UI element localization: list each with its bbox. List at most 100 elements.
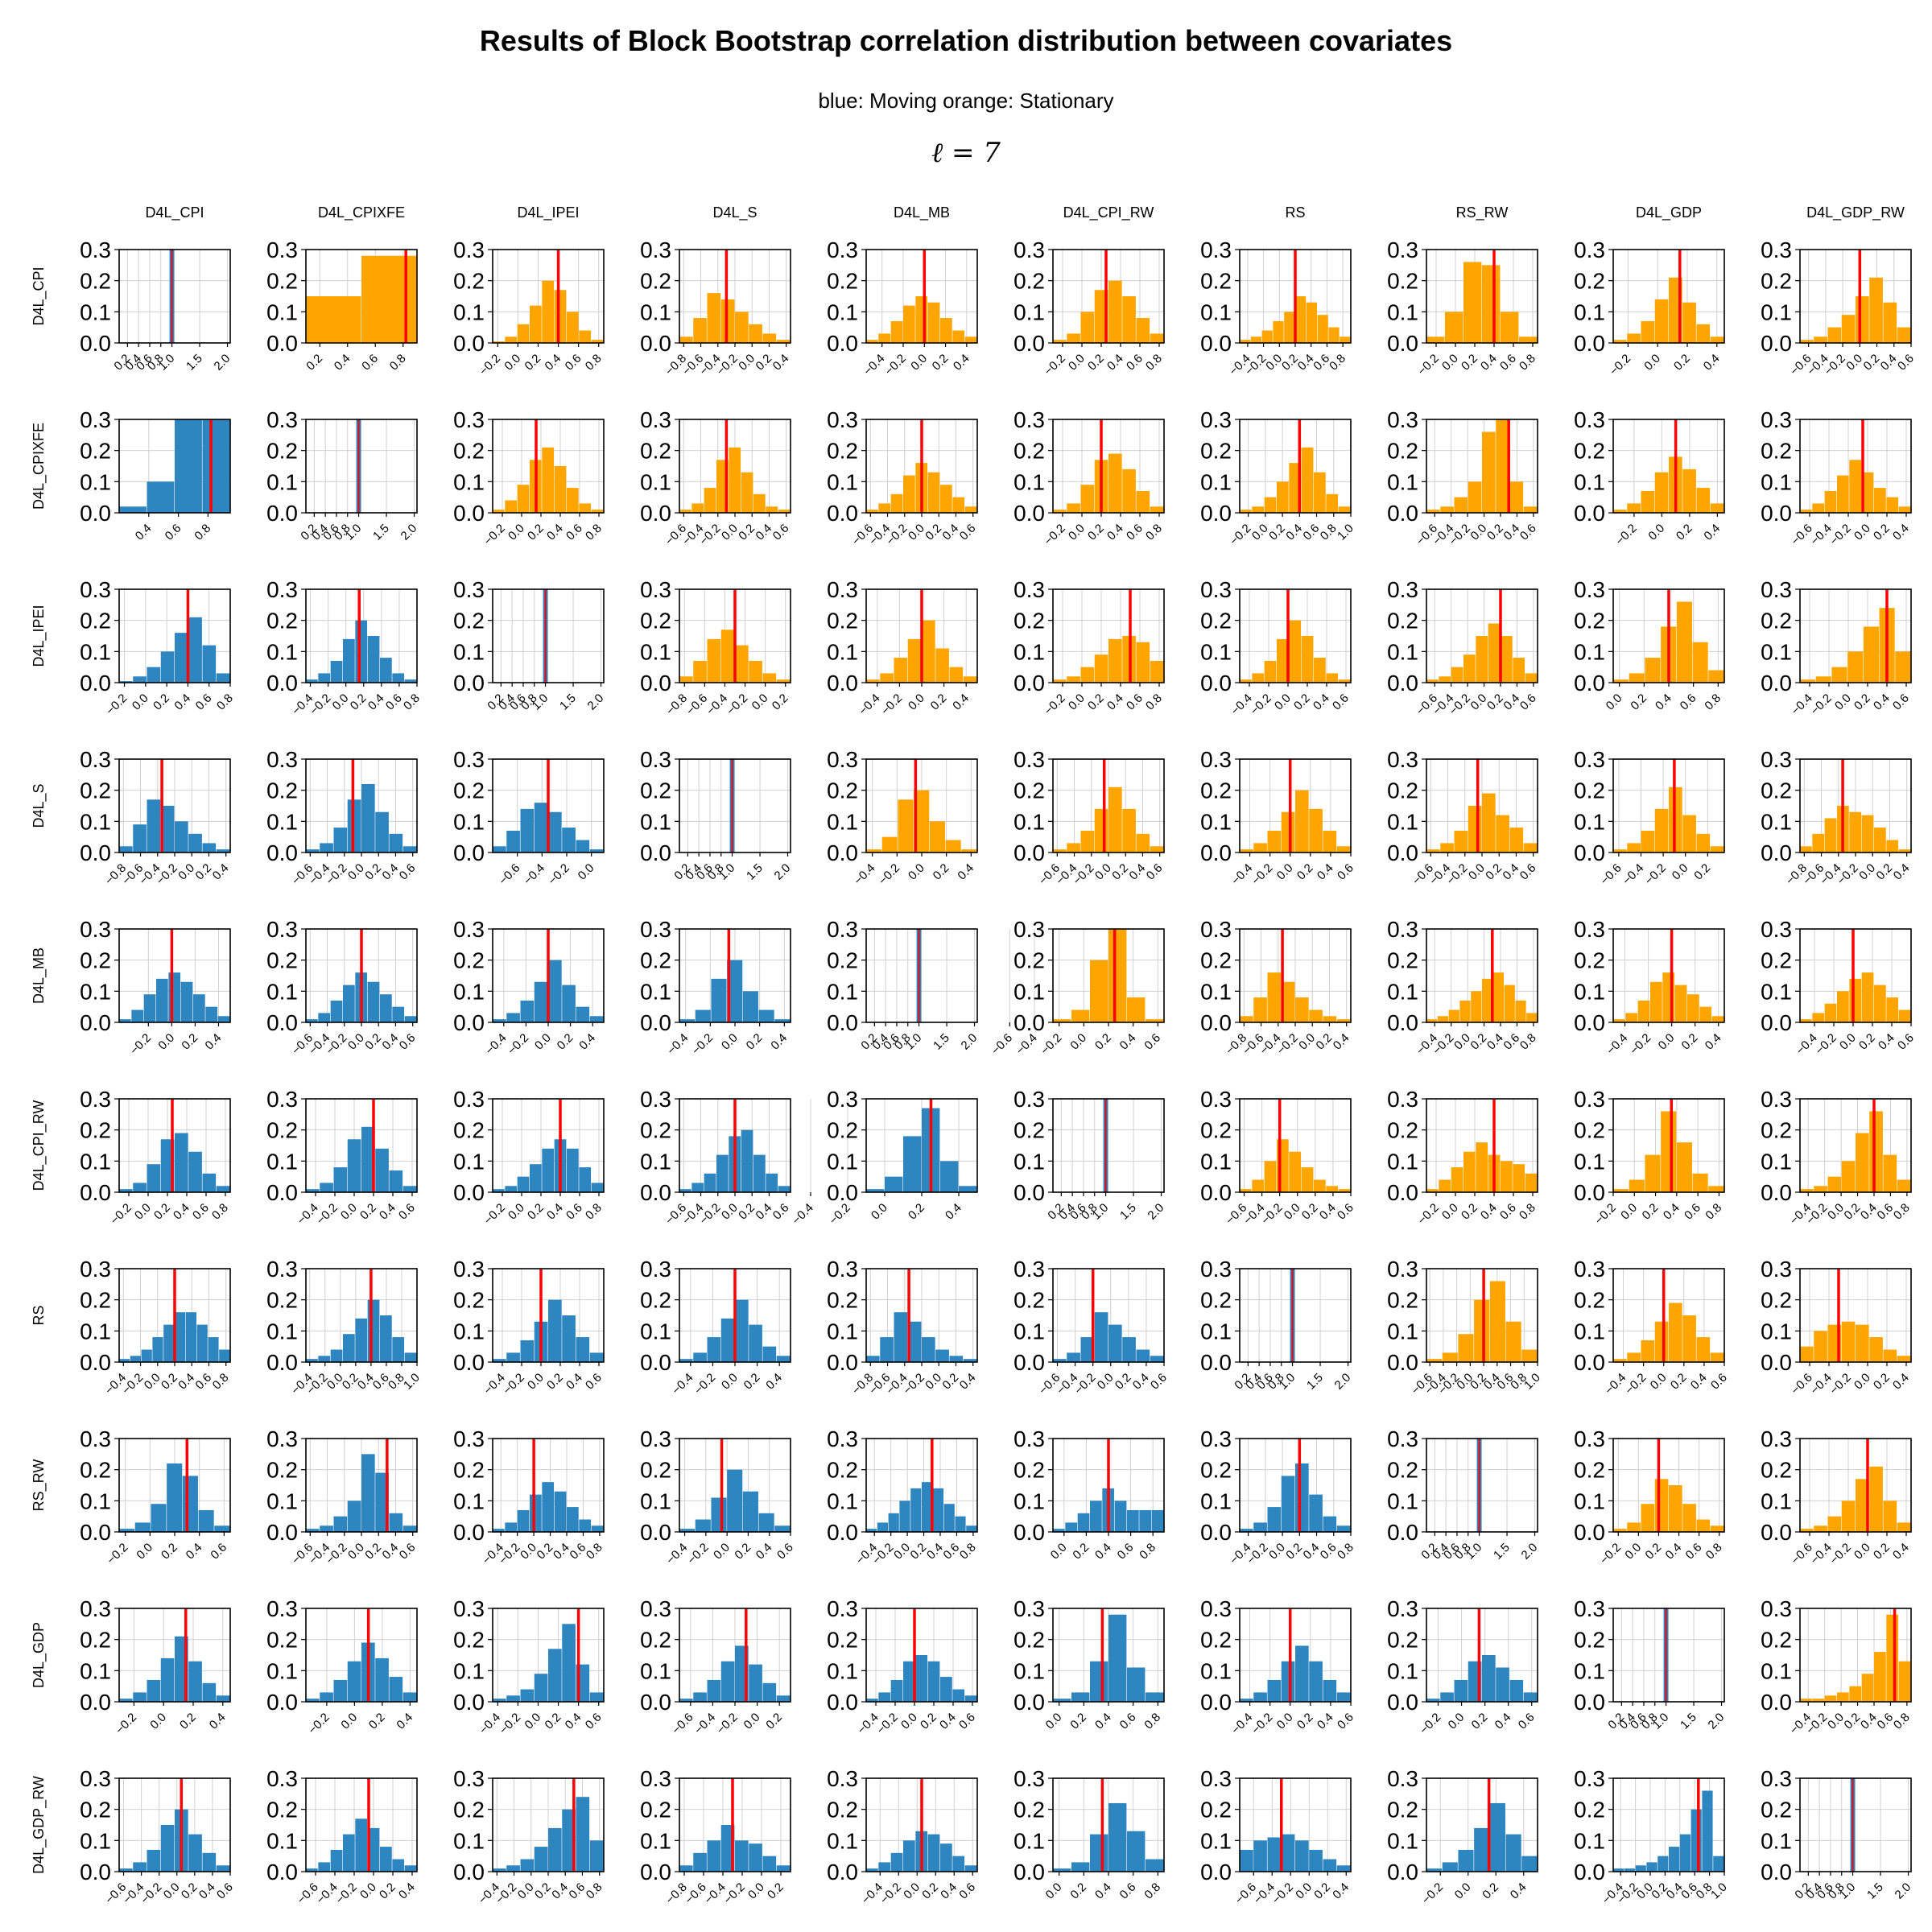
x-tick-label: −0.2 (882, 352, 909, 378)
y-tick-label: 0.0 (80, 1520, 111, 1545)
y-tick-label: 0.3 (80, 1257, 111, 1282)
x-tick-label: 0.2 (1640, 1201, 1662, 1223)
histogram-bar (1094, 808, 1108, 852)
x-tick-label: 0.0 (906, 691, 927, 713)
row-header-d4l_cpi_rw: D4L_CPI_RW (31, 1100, 47, 1191)
x-tick-label: 0.2 (366, 1711, 388, 1732)
histogram-bar (1883, 1501, 1897, 1532)
histogram-bar (1831, 667, 1847, 683)
x-tick-label: 0.4 (1701, 522, 1723, 543)
histogram-bar (1812, 1013, 1825, 1022)
x-tick-label: 0.4 (763, 1371, 785, 1393)
y-tick-label: 0.0 (1761, 1350, 1792, 1375)
histogram-bar (1454, 830, 1468, 852)
histogram-bar (506, 1695, 520, 1702)
subplot-d4l_mb-vs-d4l_cpi_rw: 0.00.10.20.3−0.6−0.4−0.2 0.0 0.2 0.4 0.6 (989, 917, 1165, 1058)
histogram-bar (1281, 1476, 1295, 1532)
subplot-d4l_cpi-vs-rs: 0.00.10.20.3−0.4−0.20.00.20.40.60.8 (1200, 237, 1352, 378)
y-tick-label: 0.1 (1200, 1149, 1232, 1174)
subplot-d4l_mb-vs-d4l_cpi: 0.00.10.20.3−0.2 0.0 0.2 0.4 (80, 917, 231, 1058)
histogram-bar (1492, 972, 1504, 1022)
axes-frame (679, 1438, 791, 1533)
histogram-bar (1682, 1504, 1696, 1532)
y-tick-label: 0.0 (827, 331, 858, 356)
histogram-bar (1476, 636, 1488, 683)
subplot-d4l_mb-vs-d4l_mb: 0.00.10.20.30.20.40.60.81.0 1.5 2.0 (827, 917, 980, 1053)
x-tick-label: 0.8 (210, 1371, 232, 1393)
histogram-bar (320, 843, 333, 852)
histogram-bar (915, 1655, 928, 1702)
histogram-bar (1139, 1509, 1152, 1532)
x-tick-label: −0.2 (874, 1711, 901, 1737)
y-tick-label: 0.2 (640, 1798, 671, 1823)
x-tick-label: 0.2 (1070, 1541, 1092, 1563)
histogram-bar (505, 1522, 518, 1532)
histogram-bar (693, 1352, 707, 1362)
histogram-bar (899, 1501, 910, 1532)
histogram-bar (1053, 1699, 1071, 1702)
subplot-d4l_cpi-vs-rs_rw: 0.00.10.20.3−0.20.00.20.40.60.8 (1387, 237, 1538, 378)
axes-frame (1426, 928, 1538, 1023)
y-tick-label: 0.2 (1013, 609, 1045, 634)
x-tick-label: 0.2 (1459, 1201, 1480, 1223)
x-tick-label: 0.8 (1891, 1711, 1913, 1732)
histogram-bar (520, 1859, 535, 1872)
histogram-bar (1309, 1009, 1323, 1022)
histogram-bar (1122, 296, 1136, 343)
x-tick-label: 0.6 (563, 352, 584, 374)
y-tick-label: 0.0 (1200, 1010, 1232, 1035)
histogram-bar (380, 1847, 392, 1872)
histogram-bar (343, 638, 355, 683)
y-tick-label: 0.0 (1013, 840, 1045, 865)
subplot-d4l_cpi-vs-d4l_s: 0.00.10.20.3−0.8−0.6−0.4−0.20.00.20.4 (640, 237, 791, 378)
y-tick-label: 0.1 (1387, 809, 1418, 834)
axes-frame (1239, 419, 1352, 514)
histogram-bar (1895, 651, 1911, 683)
y-tick-label: 0.0 (453, 1180, 485, 1205)
histogram-bar (1289, 1151, 1302, 1192)
y-tick-label: 0.0 (1200, 1690, 1232, 1715)
histogram-bar (890, 320, 903, 343)
histogram-bar (160, 1139, 175, 1192)
axes-frame (1052, 1098, 1165, 1193)
y-tick-label: 0.3 (266, 1426, 298, 1451)
y-tick-label: 0.2 (1200, 778, 1232, 803)
histogram-bar (1426, 1868, 1443, 1872)
histogram-bar (119, 1529, 135, 1532)
histogram-bar (1635, 1865, 1646, 1872)
subplot-d4l_mb-vs-d4l_gdp_rw: 0.00.10.20.3−0.4−0.20.00.20.40.6 (1761, 917, 1917, 1058)
x-tick-label: 0.0 (1043, 1711, 1065, 1732)
y-tick-label: 0.3 (1387, 1087, 1418, 1112)
histogram-bar (1613, 340, 1627, 343)
y-tick-label: 0.0 (80, 501, 111, 526)
histogram-bar (1439, 676, 1451, 683)
histogram-bar (1281, 1834, 1295, 1872)
histogram-bar (1264, 660, 1277, 683)
histogram-bar (1682, 302, 1696, 343)
x-tick-label: 0.6 (583, 1711, 605, 1732)
histogram-bar (1708, 1186, 1724, 1192)
x-tick-label: −0.6 (683, 691, 710, 718)
histogram-bar (1627, 1352, 1641, 1362)
y-tick-label: 0.3 (80, 237, 111, 262)
histogram-bar (202, 1682, 217, 1702)
subplot-rs-vs-d4l_gdp: 0.00.10.20.3−0.4−0.20.00.20.40.6 (1574, 1257, 1730, 1397)
x-tick-label: 0.0 (1066, 522, 1088, 543)
histogram-bar (1267, 1679, 1282, 1702)
x-tick-label: −0.2 (1613, 522, 1640, 548)
histogram-bar (1489, 1802, 1505, 1872)
x-tick-label: 0.0 (1452, 1880, 1474, 1902)
x-tick-label: −0.4 (704, 691, 730, 718)
axes-frame (305, 588, 418, 683)
histogram-bar (881, 836, 898, 852)
histogram-bar (707, 293, 721, 343)
histogram-bar (1053, 1359, 1067, 1362)
histogram-bar (506, 1865, 520, 1872)
y-tick-label: 0.1 (80, 639, 111, 664)
y-tick-label: 0.1 (1574, 979, 1605, 1004)
x-tick-label: 0.8 (583, 1201, 605, 1223)
histogram-bar (1252, 673, 1265, 683)
histogram-bar (306, 1189, 320, 1192)
histogram-bar (1711, 1016, 1724, 1022)
histogram-bar (1800, 846, 1812, 852)
